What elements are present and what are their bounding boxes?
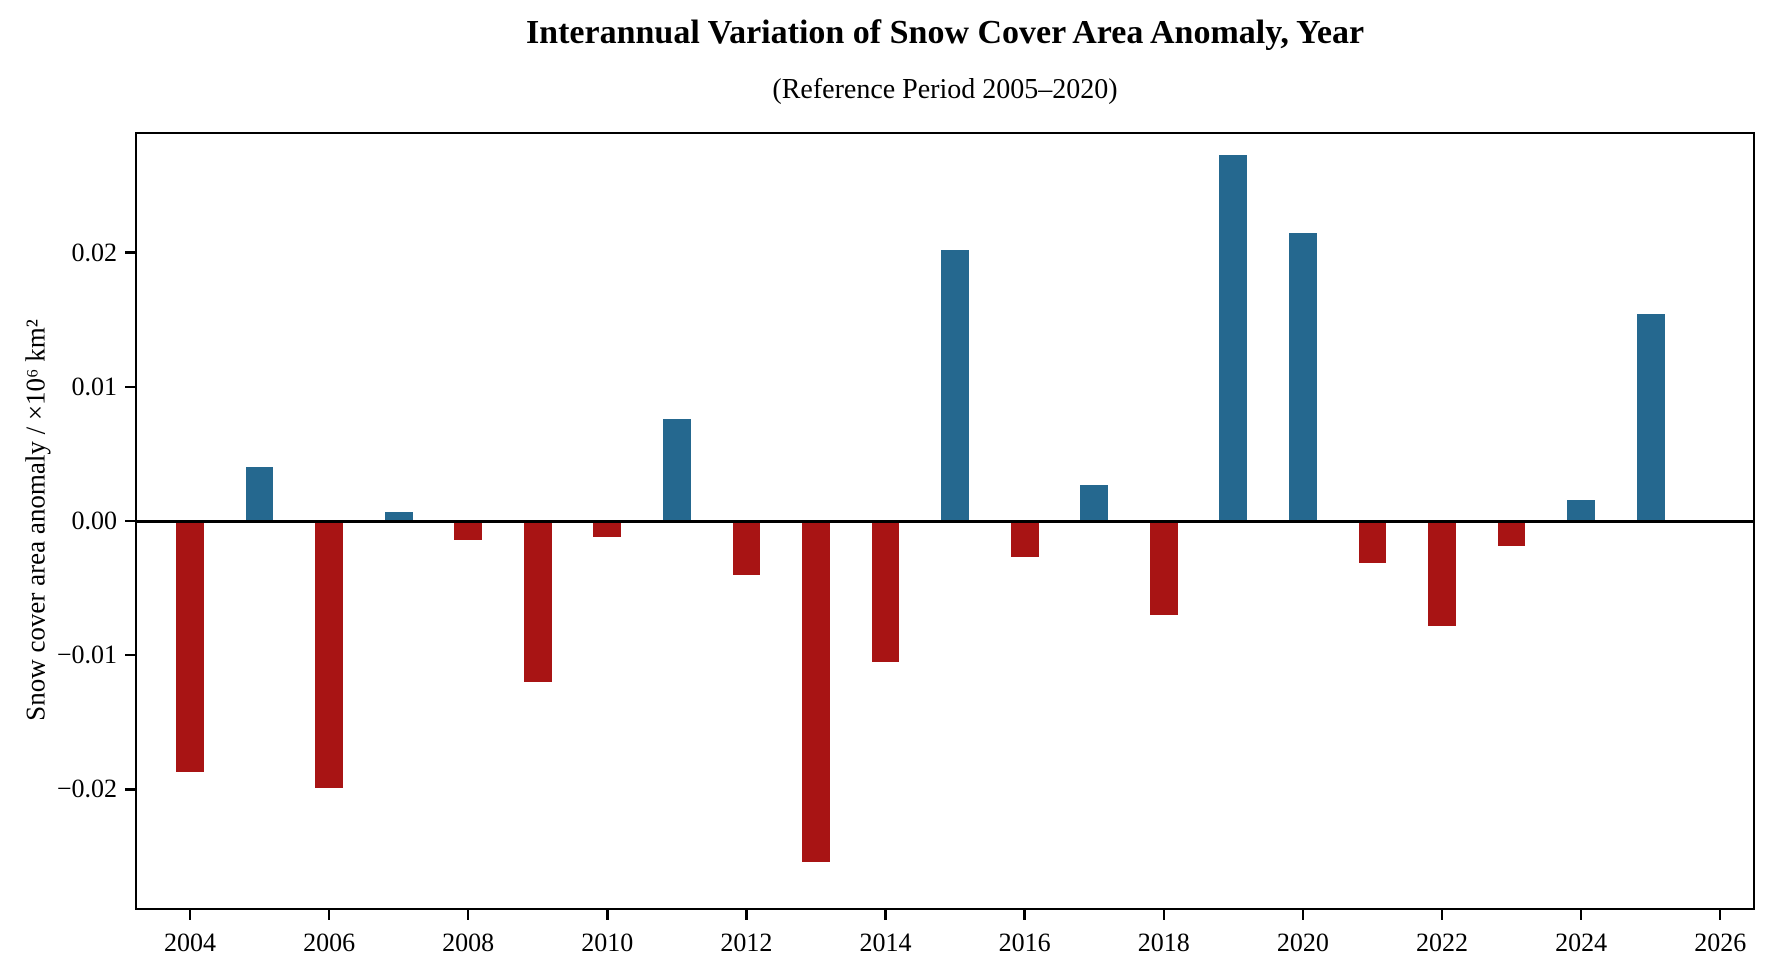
bar-2006 xyxy=(315,521,343,788)
chart-subtitle: (Reference Period 2005–2020) xyxy=(772,74,1118,105)
bar-2015 xyxy=(941,250,969,521)
bar-2020 xyxy=(1288,232,1317,521)
zero-line xyxy=(135,519,1755,523)
bar-2014 xyxy=(871,521,900,662)
x-tick-2008 xyxy=(466,910,470,920)
x-tick-2018 xyxy=(1162,910,1165,920)
x-tick-2022 xyxy=(1440,910,1444,920)
y-tick-−0.01 xyxy=(125,653,135,657)
bar-2025 xyxy=(1636,314,1665,521)
x-tick-label-2024: 2024 xyxy=(1555,928,1608,957)
bar-2018 xyxy=(1149,521,1178,615)
bar-2017 xyxy=(1080,484,1109,521)
x-tick-label-2004: 2004 xyxy=(163,928,216,957)
bar-2021 xyxy=(1358,521,1387,563)
y-tick-0.00 xyxy=(125,519,135,523)
y-tick-label-0.00: 0.00 xyxy=(71,506,118,535)
x-tick-label-2008: 2008 xyxy=(442,928,495,957)
bar-2019 xyxy=(1219,154,1248,521)
y-tick-0.02 xyxy=(125,251,135,254)
bar-2005 xyxy=(245,467,274,521)
x-tick-label-2022: 2022 xyxy=(1415,928,1468,957)
bar-2022 xyxy=(1428,521,1456,626)
bar-2012 xyxy=(732,521,761,575)
x-tick-2014 xyxy=(884,910,887,920)
x-tick-2016 xyxy=(1023,910,1026,920)
x-tick-2006 xyxy=(327,910,331,920)
x-tick-2020 xyxy=(1301,910,1305,920)
bar-2010 xyxy=(593,521,622,538)
x-tick-label-2006: 2006 xyxy=(303,928,356,957)
bar-2024 xyxy=(1567,499,1595,521)
y-tick-label-−0.02: −0.02 xyxy=(56,774,117,804)
y-tick-label-0.02: 0.02 xyxy=(71,237,118,267)
x-tick-label-2014: 2014 xyxy=(859,928,912,957)
x-tick-label-2020: 2020 xyxy=(1276,928,1329,957)
bar-2007 xyxy=(384,511,413,521)
chart-title: Interannual Variation of Snow Cover Area… xyxy=(525,14,1365,51)
x-tick-label-2016: 2016 xyxy=(998,928,1051,957)
x-tick-2004 xyxy=(188,910,192,920)
x-tick-label-2018: 2018 xyxy=(1137,928,1190,957)
x-tick-2026 xyxy=(1718,910,1722,920)
y-tick-0.01 xyxy=(125,385,135,389)
bar-2016 xyxy=(1010,521,1039,558)
y-tick-label-−0.01: −0.01 xyxy=(56,640,117,670)
x-tick-label-2012: 2012 xyxy=(720,928,773,957)
bar-2008 xyxy=(454,521,483,540)
y-tick-label-0.01: 0.01 xyxy=(71,371,118,401)
bar-2023 xyxy=(1497,521,1526,547)
x-tick-2012 xyxy=(745,910,748,920)
bar-2011 xyxy=(662,419,691,521)
x-tick-label-2026: 2026 xyxy=(1694,928,1747,957)
bar-2009 xyxy=(523,521,552,682)
bar-2013 xyxy=(802,521,830,862)
x-tick-label-2010: 2010 xyxy=(581,928,634,957)
bar-2004 xyxy=(176,521,204,772)
y-tick-−0.02 xyxy=(125,788,135,791)
x-tick-2010 xyxy=(606,910,609,920)
x-tick-2024 xyxy=(1579,910,1583,920)
